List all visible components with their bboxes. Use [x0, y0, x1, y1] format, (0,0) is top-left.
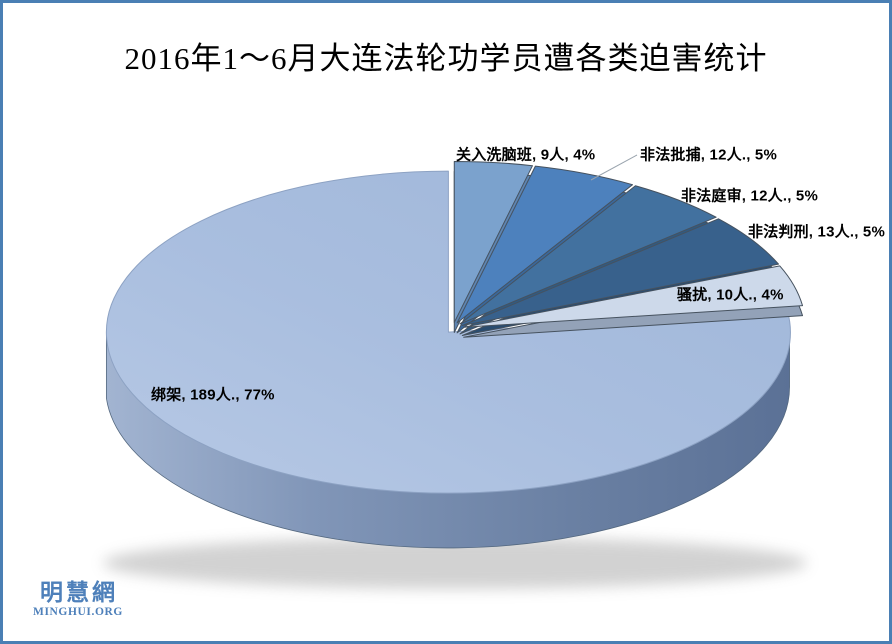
- page-title: 2016年1～6月大连法轮功学员遭各类迫害统计: [124, 41, 768, 76]
- minghui-logo-cn: 明慧網: [40, 580, 118, 605]
- slice-label-arrest: 非法批捕, 12人., 5%: [640, 146, 778, 164]
- slice-label-abduction: 绑架, 189人., 77%: [151, 386, 275, 404]
- minghui-logo-en: MINGHUI.ORG: [33, 606, 123, 618]
- slice-label-sentencing: 非法判刑, 13人., 5%: [748, 223, 886, 241]
- slice-label-harassment: 骚扰, 10人., 4%: [677, 286, 784, 304]
- minghui-logo: 明慧網 MINGHUI.ORG: [33, 581, 123, 619]
- pie-chart: [103, 154, 807, 589]
- slice-label-brainwashing: 关入洗脑班, 9人, 4%: [456, 146, 596, 164]
- slice-label-trial: 非法庭审, 12人., 5%: [681, 187, 819, 205]
